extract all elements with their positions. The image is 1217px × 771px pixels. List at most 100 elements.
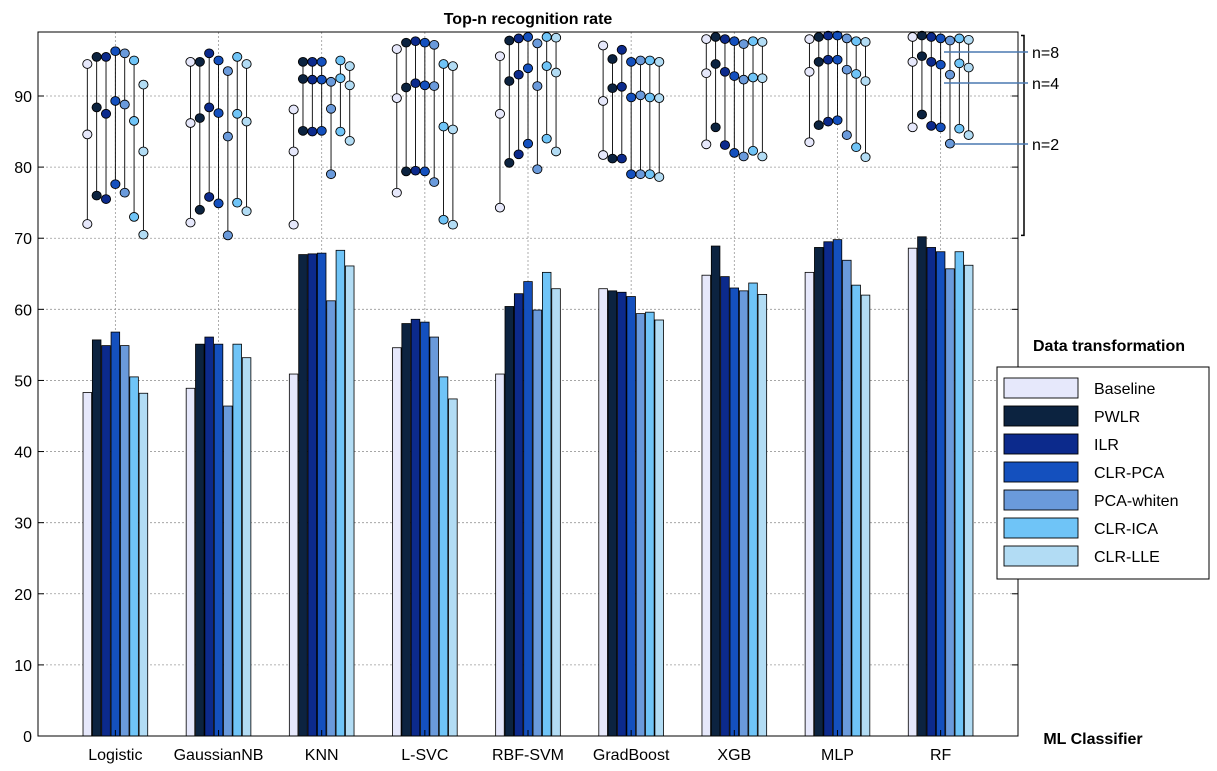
top-n-marker-n2 xyxy=(138,229,149,240)
top-n-marker-n8 xyxy=(335,55,346,66)
legend-label: Baseline xyxy=(1094,381,1155,398)
top-n-marker-n8 xyxy=(907,32,918,42)
top-n-marker-n4 xyxy=(907,57,918,67)
bar-clr-lle-gaussiannb xyxy=(241,357,252,737)
legend-label: CLR-ICA xyxy=(1094,521,1158,538)
top-n-marker-n8 xyxy=(185,57,196,67)
top-n-marker-n4 xyxy=(185,118,196,128)
top-n-marker-n8 xyxy=(607,54,618,64)
top-n-marker-n4 xyxy=(194,113,205,123)
bar-pwlr-knn xyxy=(298,254,308,737)
top-n-marker-n8 xyxy=(804,34,815,44)
bar-pca-whiten-gaussiannb xyxy=(223,405,233,737)
top-n-marker-n4 xyxy=(719,66,731,77)
legend-label: PWLR xyxy=(1094,409,1140,426)
top-n-marker-n2 xyxy=(598,150,609,160)
y-tick-label: 90 xyxy=(14,89,32,106)
top-n-marker-n4 xyxy=(532,81,543,91)
y-tick-label: 80 xyxy=(14,160,32,177)
legend-label: CLR-LLE xyxy=(1094,549,1160,566)
y-tick-label: 30 xyxy=(14,516,32,533)
top-n-marker-n2 xyxy=(241,206,252,217)
top-n-marker-n4 xyxy=(119,99,130,110)
top-n-marker-n4 xyxy=(410,78,421,89)
top-n-marker-n2 xyxy=(719,140,731,150)
bar-clr-ica-gradboost xyxy=(645,311,655,737)
top-n-marker-n4 xyxy=(635,90,646,101)
top-n-marker-n4 xyxy=(204,102,215,113)
top-n-marker-n8 xyxy=(747,36,759,47)
top-n-marker-n8 xyxy=(541,32,552,42)
bar-clr-pca-rbf-svm xyxy=(523,281,533,737)
top-n-marker-n2 xyxy=(185,217,196,228)
top-n-marker-n2 xyxy=(701,139,712,150)
top-n-marker-n4 xyxy=(288,146,299,157)
top-n-marker-n4 xyxy=(710,59,721,69)
top-n-marker-n4 xyxy=(494,108,506,119)
top-n-marker-n4 xyxy=(644,92,655,103)
top-n-marker-n4 xyxy=(701,68,712,79)
top-n-marker-n8 xyxy=(954,33,965,44)
top-n-marker-n2 xyxy=(541,133,552,144)
legend-label: PCA-whiten xyxy=(1094,493,1178,510)
bar-pwlr-rbf-svm xyxy=(504,306,515,737)
top-n-marker-n8 xyxy=(138,79,149,90)
bar-clr-ica-l-svc xyxy=(438,376,449,737)
bar-clr-lle-xgb xyxy=(757,293,768,737)
top-n-marker-n8 xyxy=(616,44,627,55)
top-n-marker-n2 xyxy=(129,212,140,222)
top-n-marker-n2 xyxy=(297,125,309,136)
bar-ilr-gradboost xyxy=(617,291,627,737)
top-n-marker-n2 xyxy=(494,202,506,213)
top-n-marker-n8 xyxy=(860,37,871,47)
top-n-marker-n8 xyxy=(513,33,524,44)
top-n-marker-n4 xyxy=(626,92,637,103)
bar-baseline-gaussiannb xyxy=(185,387,196,737)
top-n-marker-n4 xyxy=(654,93,665,103)
top-n-marker-n8 xyxy=(241,59,252,69)
bar-clr-lle-gradboost xyxy=(654,319,664,737)
top-n-marker-n4 xyxy=(307,74,318,85)
y-tick-label: 40 xyxy=(14,445,32,462)
top-n-marker-n4 xyxy=(91,102,102,113)
x-tick-label: GradBoost xyxy=(593,747,670,764)
bar-clr-pca-l-svc xyxy=(420,321,430,737)
top-n-marker-n8 xyxy=(110,46,121,57)
top-n-marker-n2 xyxy=(644,169,655,180)
y-tick-label: 50 xyxy=(14,373,32,390)
x-tick-label: GaussianNB xyxy=(174,747,264,764)
bar-clr-pca-gradboost xyxy=(626,296,636,737)
bar-baseline-rf xyxy=(907,247,918,737)
x-ticks-layer: Logistic GaussianNB KNN L-SVC RBF-SVM GradBoo… xyxy=(88,730,952,764)
bar-pca-whiten-xgb xyxy=(738,290,749,737)
legend-swatch xyxy=(1003,545,1079,567)
bar-clr-lle-l-svc xyxy=(448,398,458,737)
top-n-marker-n8 xyxy=(635,55,646,66)
top-n-marker-n8 xyxy=(410,36,421,47)
top-n-marker-n2 xyxy=(410,165,421,176)
top-n-marker-n8 xyxy=(344,61,355,71)
top-n-marker-n4 xyxy=(954,58,965,69)
top-n-marker-n4 xyxy=(607,83,618,94)
top-n-marker-n8 xyxy=(429,39,440,50)
top-n-marker-n2 xyxy=(194,204,205,215)
top-n-marker-n8 xyxy=(701,34,712,44)
top-n-marker-n8 xyxy=(710,32,721,42)
bar-clr-ica-xgb xyxy=(748,282,758,737)
top-n-marker-n2 xyxy=(823,116,834,127)
bar-pwlr-l-svc xyxy=(401,323,411,737)
top-n-marker-n4 xyxy=(316,74,327,85)
bar-ilr-rbf-svm xyxy=(513,293,524,737)
top-n-marker-n2 xyxy=(513,149,524,160)
legend-title: Data transformation xyxy=(1033,338,1185,355)
bar-clr-lle-knn xyxy=(345,265,355,737)
legend-swatch xyxy=(1003,405,1079,427)
top-n-marker-n8 xyxy=(532,38,543,49)
top-n-marker-n2 xyxy=(916,109,927,120)
top-n-marker-n2 xyxy=(110,179,121,190)
top-n-marker-n4 xyxy=(297,74,309,84)
top-n-marker-n4 xyxy=(729,71,740,81)
chart-title: Top-n recognition rate xyxy=(444,11,613,28)
top-n-marker-n8 xyxy=(316,57,327,67)
